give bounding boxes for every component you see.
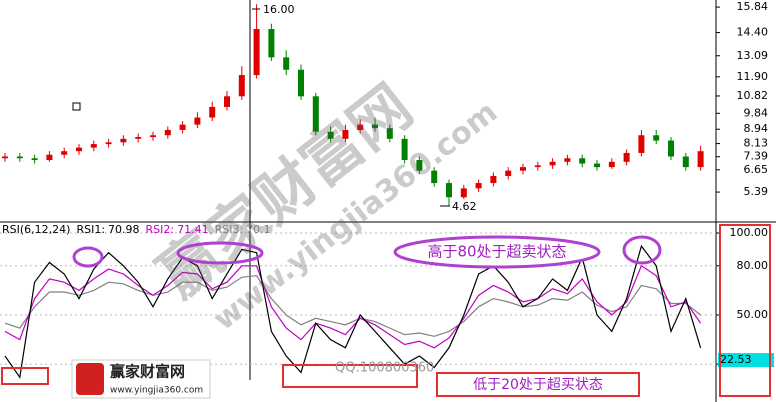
y-tick-label: 15.84 [737,0,769,13]
candle-body [520,167,526,171]
current-value: 22.53 [720,353,752,366]
y-tick-label: 7.39 [744,150,769,163]
candle-body [608,161,615,168]
candle-body [135,137,142,139]
candle-body [105,142,112,145]
candle-body [31,158,38,161]
y-tick-label: 8.13 [744,137,769,150]
candle-body [150,135,156,138]
highlight-ellipse [176,241,264,265]
candle-body [682,156,689,168]
candle-body [401,138,408,161]
candle-body [534,165,541,168]
marker [72,102,81,111]
candle-body [697,151,704,168]
y-tick-label: 5.39 [744,185,769,198]
y-tick-label: 50.00 [737,308,769,321]
candle-body [238,75,245,97]
logo: 赢家财富网 www.yingjia360.com [71,359,211,399]
candle-body [446,183,452,198]
candle-body [357,124,364,130]
logo-url: www.yingjia360.com [110,386,203,396]
y-tick-label: 13.09 [737,49,769,62]
rsi-line [4,264,702,349]
annotation-box [436,372,640,397]
highlight-ellipse [622,235,662,265]
candle-body [268,29,275,58]
legend-value: 70.1 [246,223,271,236]
legend-value: 71.41 [177,223,209,236]
candle-body [312,96,319,132]
candle-body [638,135,645,153]
candle-body [253,29,260,76]
candle-body [653,135,660,141]
candle-body [327,131,334,139]
candle-body [594,163,600,168]
rsi-line [4,244,702,379]
y-tick-label: 10.82 [737,89,769,102]
logo-badge [76,363,104,395]
candle-body [342,129,349,139]
highlight-box [1,367,49,385]
low-label: 4.62 [452,200,477,213]
highlight-box [282,364,418,388]
candle-body [16,156,23,159]
candle-body [460,188,467,198]
candle-body [120,138,127,143]
high-label: 16.00 [263,3,295,16]
rsi-line [4,274,701,337]
y-tick-label: 80.00 [737,259,769,272]
watermark-qq: QQ:100800360 [335,361,434,376]
candle-body [76,147,82,152]
candle-body [372,124,378,129]
legend-name: RSI1: [76,223,105,236]
highlight-ellipse [72,246,104,268]
candle-body [283,57,290,70]
legend-title: RSI(6,12,24) [2,223,70,236]
y-tick-label: 11.90 [737,70,769,83]
candle-body [46,154,53,161]
highlight-box [719,224,771,397]
legend: RSI(6,12,24) RSI1: 70.98 RSI2: 71.41 RSI3: 70.… [2,223,271,236]
candle-body [209,106,216,118]
annotation-ellipse [393,235,601,269]
candle-body [224,96,230,107]
annotation: 低于20处于超买状态 [473,377,603,393]
legend-name: RSI2: [146,223,175,236]
candle-body [549,161,556,166]
candle-body [298,69,304,97]
legend-value: 70.98 [108,223,140,236]
y-tick-label: 9.84 [744,106,769,119]
candle-body [668,140,674,157]
candle-body [490,175,497,184]
legend-name: RSI3: [215,223,244,236]
y-tick-label: 6.65 [744,163,769,176]
candle-body [623,152,630,162]
logo-title: 赢家财富网 [110,363,185,381]
candle-body [579,158,586,164]
candle-body [90,144,97,148]
plot: 15.84 14.40 13.09 11.90 10.82 9.84 8.94 8.137.3… [0,0,774,379]
y-tick-label: 8.94 [744,122,769,135]
candle-body [194,117,201,125]
candle-body [2,156,8,159]
candle-body [164,129,171,136]
y-tick-label: 100.00 [730,226,769,239]
candle-body [431,170,438,184]
candle-body [61,151,68,155]
current-value-box [718,353,774,368]
candle-body [179,124,186,130]
candle-body [564,158,571,162]
candle-body [475,183,482,189]
annotation: 高于80处于超卖状态 [427,243,566,261]
candle-body [386,128,393,139]
candle-body [416,160,423,171]
candle-body [505,170,512,176]
y-tick-label: 14.40 [737,26,769,39]
